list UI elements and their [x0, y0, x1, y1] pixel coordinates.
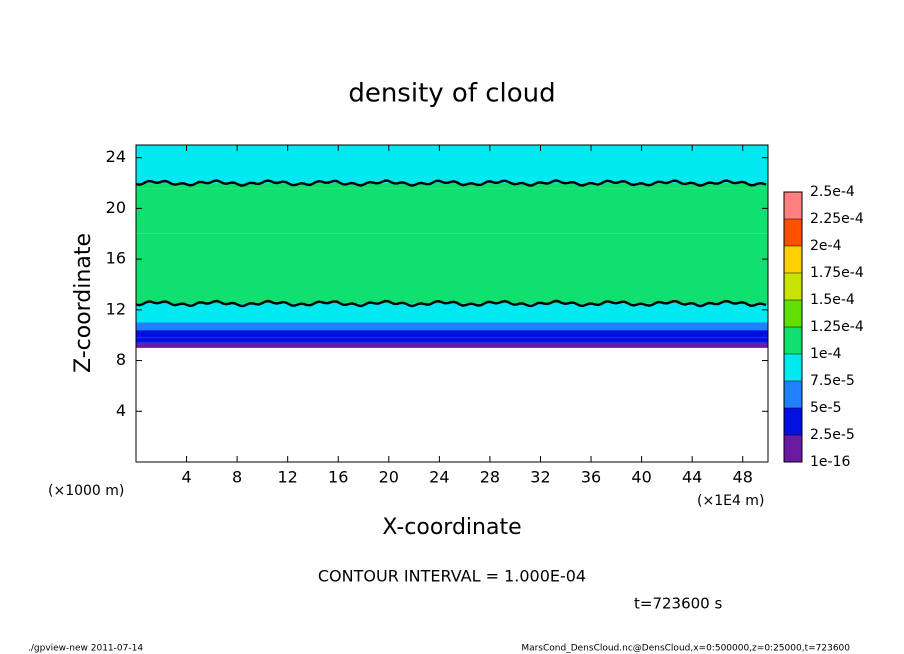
colorbar-band [784, 408, 802, 435]
y-tick-label: 12 [106, 299, 126, 318]
x-tick-label: 12 [278, 468, 298, 487]
density-band [136, 284, 768, 304]
colorbar-label: 2.5e-5 [810, 427, 855, 443]
y-tick-label: 20 [106, 198, 126, 217]
footer-right: MarsCond_DensCloud.nc@DensCloud,x=0:5000… [521, 644, 850, 654]
x-tick-label: 40 [631, 468, 651, 487]
colorbar-band [784, 300, 802, 327]
density-band [136, 337, 768, 343]
density-band [136, 303, 768, 323]
colorbar-label: 2.5e-4 [810, 184, 855, 200]
density-band [136, 188, 768, 234]
y-tick-label: 16 [106, 249, 126, 268]
annotation: CONTOUR INTERVAL = 1.000E-04 [318, 567, 586, 586]
contour-line [135, 299, 767, 308]
density-band [136, 330, 768, 338]
colorbar-label: 1.25e-4 [810, 319, 864, 335]
colorbar-label: 1.5e-4 [810, 292, 855, 308]
colorbar-label: 1e-4 [810, 346, 842, 362]
y-tick-label: 4 [116, 401, 126, 420]
colorbar-label: 5e-5 [810, 400, 841, 416]
colorbar-band [784, 246, 802, 273]
x-tick-label: 20 [379, 468, 399, 487]
colorbar-band [784, 435, 802, 462]
chart-title: density of cloud [348, 79, 555, 109]
y-tick-label: 8 [116, 350, 126, 369]
time-label: t=723600 s [634, 595, 722, 613]
footer-left: ./gpview-new 2011-07-14 [28, 644, 143, 654]
y-tick-label: 24 [106, 147, 126, 166]
density-band [136, 322, 768, 331]
x-tick-label: 4 [181, 468, 191, 487]
colorbar-band [784, 273, 802, 300]
colorbar-label: 1e-16 [810, 454, 850, 470]
colorbar-label: 7.5e-5 [810, 373, 855, 389]
x-tick-label: 28 [480, 468, 500, 487]
x-tick-label: 44 [682, 468, 702, 487]
density-band [136, 342, 768, 348]
x-tick-label: 48 [733, 468, 753, 487]
colorbar-band [784, 381, 802, 408]
colorbar-band [784, 327, 802, 354]
density-band [136, 233, 768, 285]
colorbar-label: 2e-4 [810, 238, 842, 254]
x-tick-label: 8 [232, 468, 242, 487]
colorbar-band [784, 192, 802, 219]
x-tick-label: 24 [429, 468, 449, 487]
contour-line [135, 179, 767, 187]
density-band [136, 183, 768, 189]
colorbar-label: 2.25e-4 [810, 211, 864, 227]
plot-frame [135, 144, 769, 463]
x-tick-label: 32 [530, 468, 550, 487]
colorbar-band [784, 354, 802, 381]
y-axis-label: Z-coordinate [71, 233, 96, 373]
x-tick-label: 16 [328, 468, 348, 487]
colorbar-label: 1.75e-4 [810, 265, 864, 281]
density-band [136, 145, 768, 184]
colorbar-band [784, 219, 802, 246]
x-unit: (×1E4 m) [697, 493, 764, 509]
x-tick-label: 36 [581, 468, 601, 487]
y-unit: (×1000 m) [48, 483, 124, 499]
x-axis-label: X-coordinate [382, 515, 521, 540]
